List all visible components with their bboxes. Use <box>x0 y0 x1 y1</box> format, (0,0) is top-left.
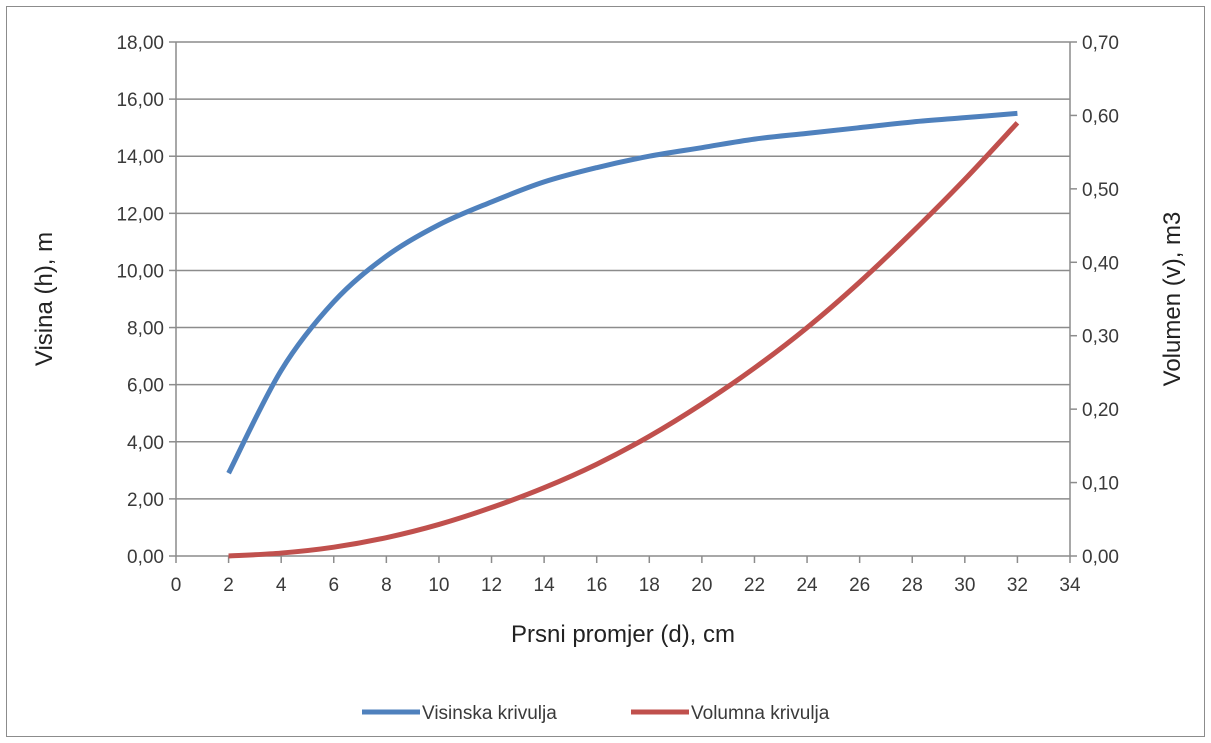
x-tick-label: 6 <box>328 575 339 596</box>
y2-axis-title: Volumen (v), m3 <box>1159 212 1186 387</box>
y-tick-label: 18,00 <box>116 33 164 54</box>
x-tick-labels: 0 2 4 6 8 10 12 14 16 18 20 22 24 26 28 30 32 34 <box>171 575 1081 596</box>
legend-label-visinska: Visinska krivulja <box>422 703 557 724</box>
y-tick-label: 8,00 <box>127 319 164 340</box>
x-tick-label: 32 <box>1007 575 1028 596</box>
x-tick-label: 4 <box>276 575 287 596</box>
y2-tick-label: 0,00 <box>1082 547 1119 568</box>
y2-tick-label: 0,30 <box>1082 327 1119 348</box>
x-tick-label: 34 <box>1059 575 1081 596</box>
y-tick-label: 10,00 <box>116 261 164 282</box>
y2-tick-labels: 0,00 0,10 0,20 0,30 0,40 0,50 0,60 0,70 <box>1082 33 1119 568</box>
y-tick-label: 12,00 <box>116 204 164 225</box>
y2-tick-label: 0,20 <box>1082 400 1119 421</box>
x-tick-label: 20 <box>691 575 712 596</box>
x-tick-label: 0 <box>171 575 182 596</box>
y-tick-label: 14,00 <box>116 147 164 168</box>
x-tick-label: 12 <box>481 575 502 596</box>
y2-tick-label: 0,10 <box>1082 474 1119 495</box>
chart-area <box>6 6 1205 737</box>
series-layer <box>226 110 1020 559</box>
x-tick-label: 30 <box>954 575 975 596</box>
y-axis-title: Visina (h), m <box>31 232 58 366</box>
legend: Visinska krivulja Volumna krivulja <box>362 703 830 724</box>
x-tick-label: 24 <box>796 575 818 596</box>
y-tick-label: 4,00 <box>127 433 164 454</box>
y2-tick-label: 0,40 <box>1082 253 1119 274</box>
y-tick-label: 6,00 <box>127 376 164 397</box>
axes <box>169 41 1077 563</box>
x-tick-label: 26 <box>849 575 870 596</box>
y2-tick-label: 0,50 <box>1082 180 1119 201</box>
x-tick-label: 8 <box>381 575 392 596</box>
series-line-visinska <box>226 110 1018 475</box>
y-tick-label: 0,00 <box>127 547 164 568</box>
gridlines <box>176 41 1070 500</box>
y2-tick-label: 0,60 <box>1082 106 1119 127</box>
y-tick-labels: 0,00 2,00 4,00 6,00 8,00 10,00 12,00 14,00 16,00… <box>116 33 164 568</box>
series-line-volumna <box>228 121 1020 559</box>
x-tick-label: 18 <box>639 575 660 596</box>
x-tick-label: 14 <box>534 575 556 596</box>
y-tick-label: 16,00 <box>116 90 164 111</box>
x-tick-label: 22 <box>744 575 765 596</box>
y-tick-label: 2,00 <box>127 490 164 511</box>
x-tick-label: 28 <box>902 575 923 596</box>
x-axis-title: Prsni promjer (d), cm <box>511 621 735 648</box>
x-tick-label: 2 <box>223 575 234 596</box>
y2-tick-label: 0,70 <box>1082 33 1119 54</box>
x-tick-label: 16 <box>586 575 607 596</box>
x-tick-label: 10 <box>428 575 449 596</box>
legend-label-volumna: Volumna krivulja <box>691 703 830 724</box>
